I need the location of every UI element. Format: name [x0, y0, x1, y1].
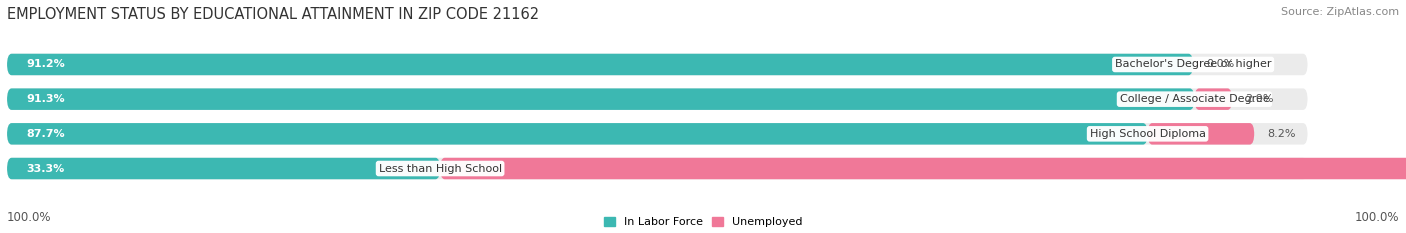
Text: 91.2%: 91.2%	[27, 59, 65, 69]
Text: 87.7%: 87.7%	[27, 129, 65, 139]
Text: EMPLOYMENT STATUS BY EDUCATIONAL ATTAINMENT IN ZIP CODE 21162: EMPLOYMENT STATUS BY EDUCATIONAL ATTAINM…	[7, 7, 538, 22]
FancyBboxPatch shape	[7, 54, 1194, 75]
FancyBboxPatch shape	[440, 158, 1406, 179]
FancyBboxPatch shape	[7, 88, 1195, 110]
FancyBboxPatch shape	[7, 158, 440, 179]
Text: Source: ZipAtlas.com: Source: ZipAtlas.com	[1281, 7, 1399, 17]
Text: Less than High School: Less than High School	[378, 164, 502, 174]
FancyBboxPatch shape	[7, 123, 1147, 145]
Legend: In Labor Force, Unemployed: In Labor Force, Unemployed	[603, 217, 803, 227]
FancyBboxPatch shape	[1195, 88, 1232, 110]
FancyBboxPatch shape	[7, 88, 1308, 110]
Text: 91.3%: 91.3%	[27, 94, 65, 104]
FancyBboxPatch shape	[7, 54, 1308, 75]
Text: 100.0%: 100.0%	[7, 211, 52, 224]
Text: 100.0%: 100.0%	[1354, 211, 1399, 224]
Text: 33.3%: 33.3%	[27, 164, 65, 174]
Text: High School Diploma: High School Diploma	[1090, 129, 1205, 139]
FancyBboxPatch shape	[1147, 123, 1254, 145]
FancyBboxPatch shape	[7, 158, 1308, 179]
Text: 0.0%: 0.0%	[1206, 59, 1234, 69]
Text: 8.2%: 8.2%	[1267, 129, 1296, 139]
Text: 2.9%: 2.9%	[1246, 94, 1274, 104]
Text: Bachelor's Degree or higher: Bachelor's Degree or higher	[1115, 59, 1271, 69]
FancyBboxPatch shape	[7, 123, 1308, 145]
Text: College / Associate Degree: College / Associate Degree	[1119, 94, 1270, 104]
